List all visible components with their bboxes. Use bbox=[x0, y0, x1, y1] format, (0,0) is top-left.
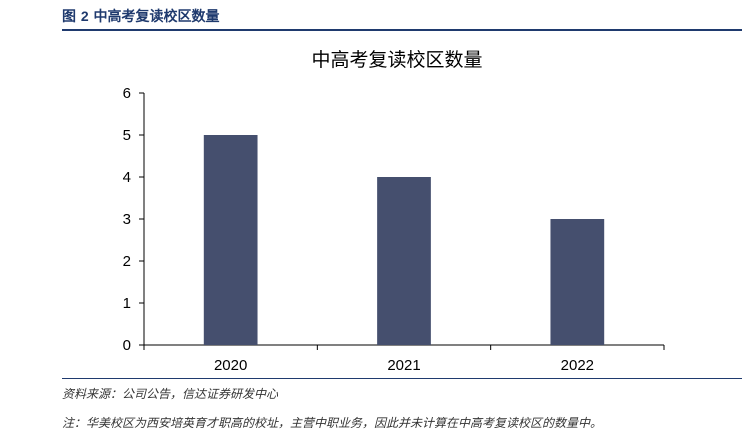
figure-prefix: 图 bbox=[62, 9, 76, 25]
y-tick-label: 2 bbox=[123, 253, 131, 270]
source-note: 资料来源：公司公告，信达证券研发中心 bbox=[62, 387, 279, 401]
chart-title: 中高考复读校区数量 bbox=[311, 49, 482, 71]
x-tick-label: 2021 bbox=[387, 357, 420, 374]
footnote: 注：华美校区为西安培英育才职高的校址，主营中职业务，因此并未计算在中高考复读校区… bbox=[62, 416, 603, 430]
x-tick-label: 2020 bbox=[214, 357, 247, 374]
y-axis: 0 1 2 3 4 5 6 bbox=[123, 85, 145, 354]
y-tick-label: 6 bbox=[123, 85, 131, 102]
y-tick-label: 3 bbox=[123, 211, 131, 228]
bars bbox=[203, 135, 605, 345]
bar-chart: 中高考复读校区数量 0 1 2 3 4 5 6 2020 2021 2022 bbox=[123, 49, 665, 374]
header-rule bbox=[62, 29, 742, 31]
y-tick-label: 0 bbox=[123, 337, 131, 354]
y-tick-label: 1 bbox=[123, 295, 131, 312]
bar-2021 bbox=[377, 177, 431, 345]
figure-title: 中高考复读校区数量 bbox=[93, 9, 220, 25]
footer-rule bbox=[62, 378, 742, 379]
x-tick-label: 2022 bbox=[561, 357, 594, 374]
bar-2022 bbox=[550, 219, 605, 345]
bar-2020 bbox=[203, 135, 258, 345]
figure-label: 图 2 中高考复读校区数量 bbox=[62, 6, 220, 26]
figure-number: 2 bbox=[80, 8, 89, 24]
y-tick-label: 4 bbox=[123, 169, 131, 186]
y-tick-label: 5 bbox=[123, 127, 131, 144]
x-axis: 2020 2021 2022 bbox=[143, 344, 665, 374]
